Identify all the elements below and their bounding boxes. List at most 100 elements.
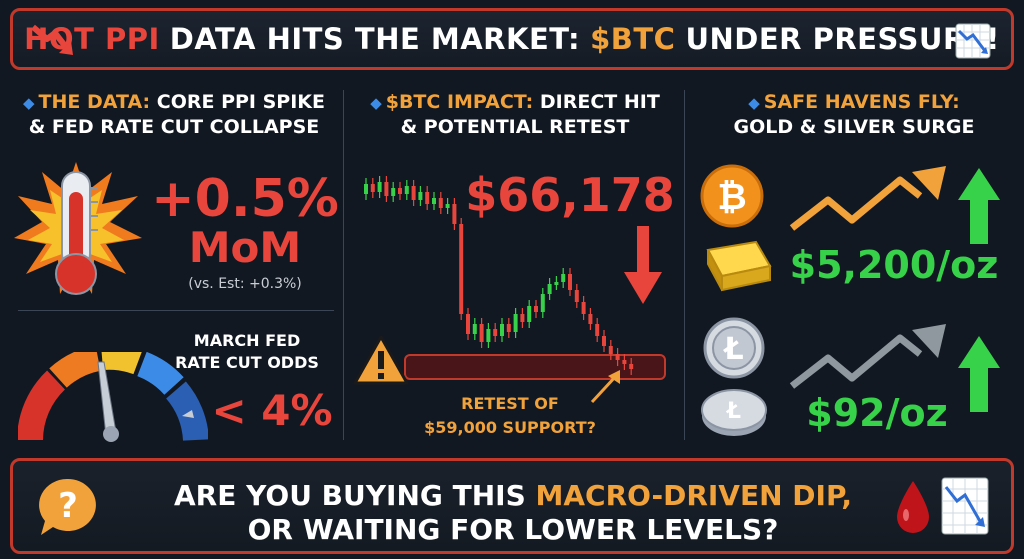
question-banner: ? ARE YOU BUYING THIS MACRO-DRIVEN DIP, … [10, 458, 1014, 554]
ppi-value: +0.5% [151, 169, 339, 229]
section-divider [18, 310, 334, 311]
data-panel: ◆ THE DATA: CORE PPI SPIKE & FED RATE CUT… [8, 84, 340, 444]
btc-heading-rest: DIRECT HIT [539, 91, 660, 113]
data-heading-prefix: THE DATA: [38, 91, 151, 113]
candle-body [554, 282, 559, 285]
candle-body [615, 354, 620, 360]
diamond-bullet-icon: ◆ [748, 94, 760, 112]
candle-body [540, 294, 545, 312]
candle-body [418, 192, 423, 200]
gauge-icon [18, 352, 208, 442]
rate-cut-label-line2: RATE CUT ODDS [175, 353, 319, 372]
haven-heading-line1: SAFE HAVENS FLY: [763, 91, 960, 113]
rate-cut-odds-value: < 4% [211, 386, 333, 435]
candle-body [370, 184, 375, 192]
rising-arrow-icon [789, 324, 946, 389]
headline-title: HOT PPI DATA HITS THE MARKET: $BTC UNDER… [24, 22, 1000, 56]
candle-body [568, 274, 572, 290]
candle-body [513, 314, 518, 332]
candle-body [602, 336, 606, 346]
candle-body [588, 314, 593, 324]
retest-line2: $59,000 SUPPORT? [424, 418, 596, 437]
btc-heading-line2: & POTENTIAL RETEST [400, 116, 630, 138]
question-start: ARE YOU BUYING THIS [174, 479, 526, 512]
headline-banner: HOT PPI DATA HITS THE MARKET: $BTC UNDER… [10, 8, 1014, 70]
candle-body [547, 284, 552, 294]
bitcoin-coin-icon: ₿ [700, 164, 764, 228]
pointer-arrow-icon [590, 370, 620, 404]
chart-down-icon [955, 23, 991, 59]
candle-body [452, 204, 457, 224]
down-arrow-icon [31, 24, 73, 55]
candle-body [561, 274, 566, 282]
up-arrow-icon [958, 336, 1000, 412]
candle-body [398, 188, 402, 194]
safe-havens-panel: ◆ SAFE HAVENS FLY: GOLD & SILVER SURGE ₿ … [692, 84, 1016, 444]
silver-coin-icon: Ł [701, 389, 767, 436]
rate-cut-label-line1: MARCH FED [193, 331, 301, 350]
retest-label: RETEST OF $59,000 SUPPORT? [380, 392, 640, 440]
svg-text:?: ? [58, 486, 78, 526]
column-divider [343, 90, 344, 440]
rate-cut-label: MARCH FED RATE CUT ODDS [158, 330, 336, 374]
diamond-bullet-icon: ◆ [22, 94, 35, 112]
svg-text:₿: ₿ [717, 177, 746, 218]
question-bubble-icon: ? [39, 478, 96, 535]
question-line2: OR WAITING FOR LOWER LEVELS? [247, 513, 779, 546]
candle-body [466, 314, 470, 334]
headline-end: UNDER PRESSURE! [685, 22, 1000, 56]
candle-body [459, 224, 464, 314]
data-heading-rest: CORE PPI SPIKE [156, 91, 326, 113]
candle-body [581, 302, 586, 314]
candle-body [472, 324, 477, 334]
silver-price: $92/oz [806, 391, 948, 435]
candle-body [445, 204, 450, 208]
candle-body [364, 184, 368, 194]
candle-body [391, 188, 396, 196]
candle-body [520, 314, 525, 322]
column-divider [684, 90, 685, 440]
candle-body [486, 329, 491, 342]
btc-panel-heading: ◆ $BTC IMPACT: DIRECT HIT & POTENTIAL RET… [350, 90, 680, 139]
silver-coin-icon: Ł [703, 317, 765, 379]
candle-body [629, 364, 634, 369]
gold-bar-icon [706, 240, 772, 292]
btc-candlestick-chart [364, 176, 634, 375]
up-arrow-icon [958, 168, 1000, 244]
candle-body [411, 186, 416, 200]
candle-body [384, 182, 389, 196]
candle-body [527, 306, 532, 322]
retest-line1: RETEST OF [461, 394, 559, 413]
down-arrow-icon [624, 226, 662, 304]
svg-text:Ł: Ł [722, 332, 743, 367]
candle-body [404, 186, 409, 194]
candle-body [438, 198, 443, 208]
data-panel-heading: ◆ THE DATA: CORE PPI SPIKE & FED RATE CUT… [8, 90, 340, 139]
candle-body [425, 192, 430, 204]
question-text: ARE YOU BUYING THIS MACRO-DRIVEN DIP, OR… [133, 479, 893, 547]
question-highlight: MACRO-DRIVEN DIP, [535, 479, 852, 512]
candle-body [534, 306, 538, 312]
candle-body [500, 324, 504, 336]
svg-text:Ł: Ł [726, 399, 741, 424]
candle-body [377, 182, 382, 192]
thermometer-icon [14, 162, 142, 295]
candle-body [479, 324, 484, 342]
headline-middle: DATA HITS THE MARKET: [169, 22, 581, 56]
blood-drop-icon [897, 481, 929, 533]
diamond-bullet-icon: ◆ [370, 94, 382, 112]
gold-price: $5,200/oz [789, 243, 999, 287]
btc-price: $66,178 [465, 168, 675, 222]
support-zone [404, 354, 666, 380]
candle-body [622, 360, 627, 364]
candle-body [432, 198, 436, 204]
warning-icon [353, 335, 409, 385]
btc-panel: ◆ $BTC IMPACT: DIRECT HIT & POTENTIAL RET… [350, 84, 680, 444]
data-heading-line2: & FED RATE CUT COLLAPSE [28, 116, 320, 138]
haven-heading-line2: GOLD & SILVER SURGE [733, 116, 975, 138]
candle-body [608, 346, 613, 354]
candle-body [574, 290, 579, 302]
chart-down-icon [941, 477, 989, 535]
ppi-unit: MoM [188, 223, 302, 272]
headline-btc: $BTC [590, 22, 676, 56]
